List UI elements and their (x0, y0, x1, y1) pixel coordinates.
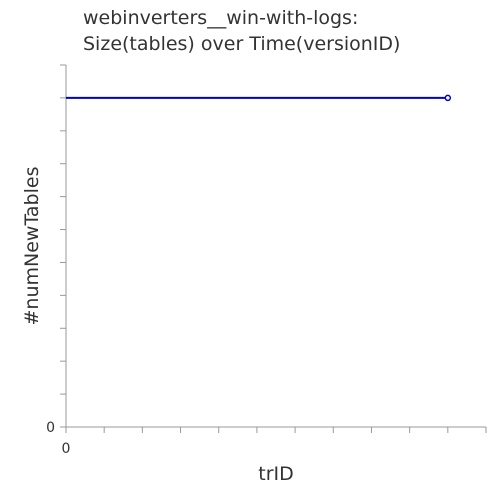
chart-title-line-2: Size(tables) over Time(versionID) (83, 33, 400, 55)
y-axis-label: #numNewTables (21, 167, 43, 326)
y-ticks (60, 64, 66, 428)
y-tick-label-0: 0 (46, 420, 55, 436)
x-ticks (65, 427, 487, 433)
series-layer (66, 94, 452, 102)
chart-title-line-1: webinverters__win-with-logs: (83, 7, 358, 29)
data-point (444, 94, 452, 102)
x-tick-label-0: 0 (62, 441, 71, 457)
x-axis-label: trID (258, 463, 294, 485)
axes (60, 64, 487, 433)
